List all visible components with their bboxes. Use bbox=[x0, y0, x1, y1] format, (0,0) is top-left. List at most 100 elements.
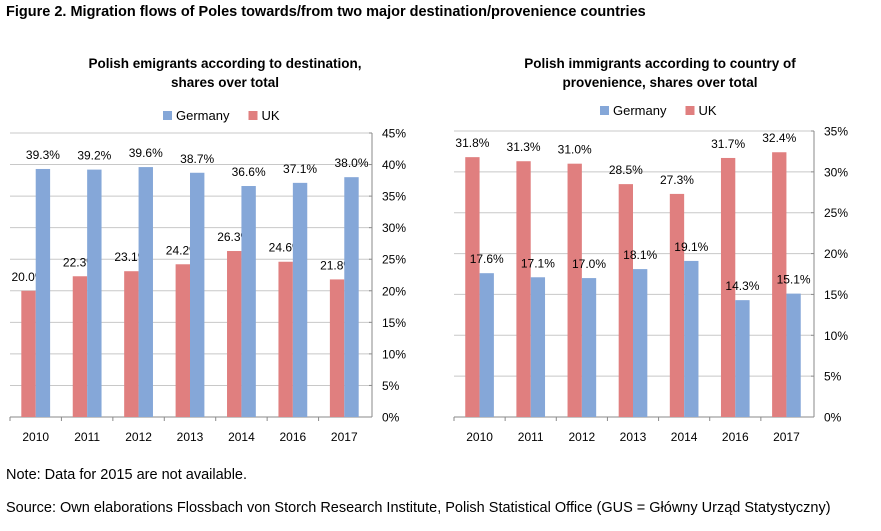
y-tick-label: 0% bbox=[824, 411, 842, 425]
data-label: 32.4% bbox=[762, 131, 796, 145]
chart-title-emigrants: Polish emigrants according to destinatio… bbox=[0, 54, 450, 92]
bar-uk bbox=[278, 261, 293, 417]
data-label: 17.6% bbox=[470, 252, 504, 266]
y-tick-label: 15% bbox=[382, 316, 406, 330]
bar-germany bbox=[344, 177, 359, 417]
y-tick-label: 25% bbox=[824, 206, 848, 220]
data-label: 39.3% bbox=[26, 148, 60, 162]
data-label: 31.0% bbox=[558, 143, 592, 157]
data-label: 27.3% bbox=[660, 173, 694, 187]
data-label: 19.1% bbox=[674, 240, 708, 254]
bar-uk bbox=[567, 163, 582, 417]
x-tick-label: 2017 bbox=[773, 430, 800, 444]
y-tick-label: 45% bbox=[382, 127, 406, 141]
y-tick-label: 5% bbox=[382, 379, 400, 393]
bar-uk bbox=[72, 276, 88, 417]
chart-title-line: Polish immigrants according to country o… bbox=[524, 56, 796, 71]
y-tick-label: 30% bbox=[824, 165, 848, 179]
bar-germany bbox=[633, 269, 648, 417]
bar-uk bbox=[669, 193, 685, 417]
note-text: Note: Data for 2015 are not available. bbox=[6, 467, 248, 483]
x-tick-label: 2017 bbox=[331, 430, 358, 444]
bar-uk bbox=[772, 152, 787, 417]
bar-germany bbox=[479, 273, 494, 417]
legend-label-germany: Germany bbox=[176, 108, 230, 123]
x-tick-label: 2014 bbox=[671, 430, 698, 444]
source-text: Source: Own elaborations Flossbach von S… bbox=[6, 500, 831, 516]
data-label: 31.7% bbox=[711, 137, 745, 151]
data-label: 28.5% bbox=[609, 163, 643, 177]
legend-swatch-uk bbox=[685, 106, 695, 115]
data-label: 17.1% bbox=[521, 256, 555, 270]
bar-germany bbox=[138, 167, 153, 417]
y-tick-label: 10% bbox=[824, 329, 848, 343]
data-label: 14.3% bbox=[725, 279, 759, 293]
chart-title-line: provenience, shares over total bbox=[562, 75, 758, 90]
data-label: 15.1% bbox=[777, 273, 811, 287]
bar-germany bbox=[35, 168, 51, 417]
y-tick-label: 10% bbox=[382, 347, 406, 361]
x-tick-label: 2011 bbox=[74, 430, 100, 444]
bar-germany bbox=[87, 169, 102, 417]
data-label: 18.1% bbox=[623, 248, 657, 262]
data-label: 31.8% bbox=[455, 136, 489, 150]
x-tick-label: 2012 bbox=[569, 430, 596, 444]
y-tick-label: 40% bbox=[382, 158, 406, 172]
x-tick-label: 2014 bbox=[228, 430, 255, 444]
legend-swatch-germany bbox=[600, 106, 609, 115]
bar-germany bbox=[581, 278, 597, 417]
data-label: 17.0% bbox=[572, 257, 606, 271]
y-tick-label: 0% bbox=[382, 411, 400, 425]
y-tick-label: 20% bbox=[824, 247, 848, 261]
y-tick-label: 35% bbox=[382, 190, 406, 204]
x-tick-label: 2012 bbox=[125, 430, 152, 444]
x-tick-label: 2010 bbox=[466, 430, 493, 444]
legend-label-germany: Germany bbox=[613, 103, 667, 118]
chart-title-immigrants: Polish immigrants according to country o… bbox=[440, 54, 880, 92]
data-label: 36.6% bbox=[232, 165, 266, 179]
legend-label-uk: UK bbox=[262, 108, 280, 123]
y-tick-label: 5% bbox=[824, 370, 842, 384]
bar-germany bbox=[530, 277, 546, 417]
chart-panel-immigrants: Polish immigrants according to country o… bbox=[440, 40, 881, 460]
data-label: 38.0% bbox=[334, 156, 368, 170]
data-label: 38.7% bbox=[180, 152, 214, 166]
legend-swatch-uk bbox=[248, 111, 258, 120]
bar-uk bbox=[21, 290, 36, 417]
bar-uk bbox=[227, 251, 242, 417]
bar-germany bbox=[684, 260, 699, 417]
chart-immigrants: 0% 5% 10% 15% 20% 25% 30% 35% 2010 31.8% 17.6% 2011… bbox=[453, 103, 848, 444]
bar-uk bbox=[618, 184, 633, 417]
data-label: 39.2% bbox=[77, 149, 111, 163]
bar-germany bbox=[735, 300, 750, 417]
bar-uk bbox=[124, 271, 139, 417]
x-tick-label: 2013 bbox=[620, 430, 647, 444]
data-label: 39.6% bbox=[129, 146, 163, 160]
y-tick-label: 15% bbox=[824, 288, 848, 302]
bar-uk bbox=[175, 264, 190, 417]
bar-uk bbox=[720, 157, 736, 418]
chart-title-line: Polish emigrants according to destinatio… bbox=[88, 56, 362, 71]
data-label: 31.3% bbox=[507, 140, 541, 154]
bar-uk bbox=[329, 279, 345, 417]
y-tick-label: 35% bbox=[824, 125, 848, 139]
bar-germany bbox=[786, 293, 801, 417]
chart-panel-emigrants: Polish emigrants according to destinatio… bbox=[0, 40, 440, 460]
y-tick-label: 30% bbox=[382, 221, 406, 235]
figure-title: Figure 2. Migration flows of Poles towar… bbox=[6, 4, 646, 20]
data-label: 37.1% bbox=[283, 162, 317, 176]
x-tick-label: 2016 bbox=[722, 430, 749, 444]
legend-swatch-germany bbox=[163, 111, 172, 120]
chart-emigrants: 0%5%10%15%20%25%30%35%40%45%201020.0%39.… bbox=[9, 108, 406, 444]
y-tick-label: 25% bbox=[382, 253, 406, 267]
legend-label-uk: UK bbox=[699, 103, 717, 118]
x-tick-label: 2010 bbox=[22, 430, 49, 444]
bar-germany bbox=[190, 172, 205, 417]
bar-uk bbox=[465, 157, 480, 418]
chart-title-line: shares over total bbox=[170, 75, 280, 90]
bar-uk bbox=[516, 161, 531, 417]
bar-germany bbox=[241, 186, 256, 417]
y-tick-label: 20% bbox=[382, 284, 406, 298]
x-tick-label: 2013 bbox=[177, 430, 204, 444]
x-tick-label: 2016 bbox=[280, 430, 307, 444]
